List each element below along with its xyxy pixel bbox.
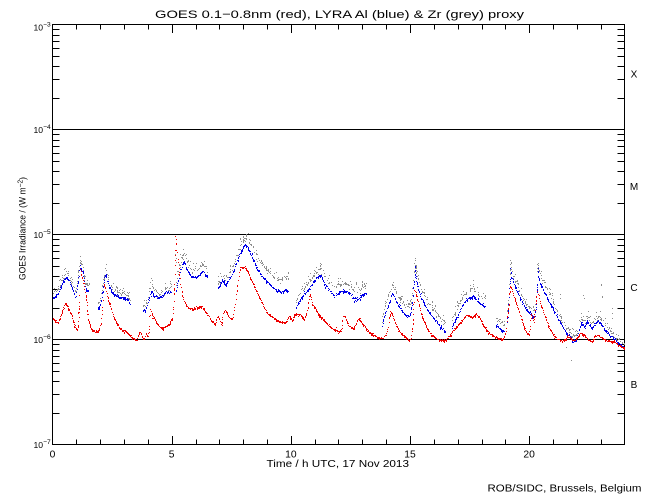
svg-text:10: 10: [33, 125, 43, 135]
svg-text:10: 10: [33, 335, 43, 345]
svg-text:X: X: [631, 69, 638, 80]
svg-text:GOES 0.1−0.8nm (red), LYRA Al: GOES 0.1−0.8nm (red), LYRA Al (blue) & Z…: [155, 9, 524, 21]
svg-text:M: M: [630, 182, 638, 193]
svg-text:20: 20: [523, 449, 535, 460]
svg-text:15: 15: [404, 449, 416, 460]
svg-text:B: B: [631, 380, 638, 391]
svg-text:−3: −3: [43, 21, 51, 28]
svg-text:C: C: [630, 283, 637, 294]
svg-text:Time / h UTC, 17 Nov 2013: Time / h UTC, 17 Nov 2013: [267, 459, 410, 470]
svg-text:GOES Irradiance / (W m−2): GOES Irradiance / (W m−2): [18, 177, 28, 280]
svg-text:0: 0: [50, 449, 56, 460]
svg-text:10: 10: [33, 440, 43, 450]
svg-text:10: 10: [33, 22, 43, 32]
svg-text:5: 5: [169, 449, 175, 460]
svg-text:10: 10: [33, 230, 43, 240]
svg-text:−4: −4: [43, 124, 51, 131]
svg-text:−6: −6: [43, 334, 51, 341]
svg-text:−5: −5: [43, 229, 51, 236]
svg-text:ROB/SIDC, Brussels, Belgium: ROB/SIDC, Brussels, Belgium: [488, 484, 642, 495]
svg-text:−7: −7: [43, 439, 51, 446]
svg-text:10: 10: [285, 449, 297, 460]
